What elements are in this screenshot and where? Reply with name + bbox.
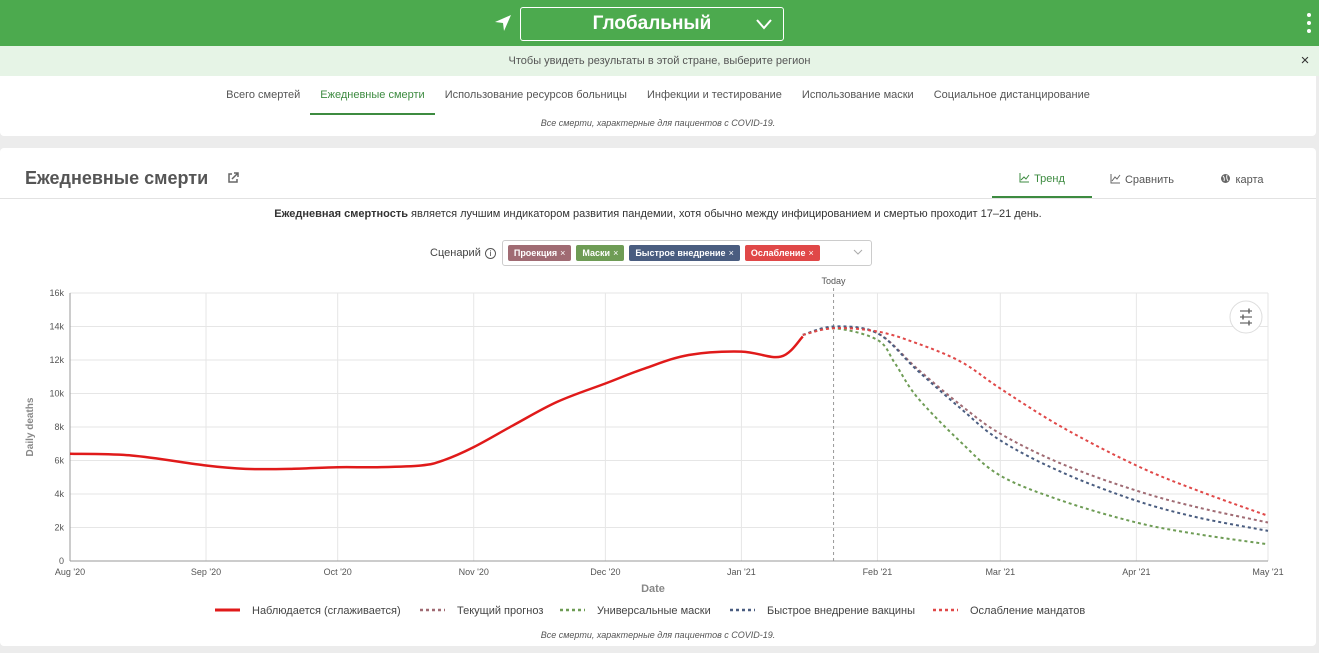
tab-1[interactable]: Ежедневные смерти xyxy=(310,76,435,115)
description-rest: является лучшим индикатором развития пан… xyxy=(407,208,1042,220)
legend-item[interactable]: Ослабление мандатов xyxy=(933,605,1085,617)
scenario-label: Сценарий xyxy=(430,247,481,259)
region-notice-text: Чтобы увидеть результаты в этой стране, … xyxy=(508,55,811,67)
region-notice: Чтобы увидеть результаты в этой стране, … xyxy=(0,46,1319,76)
y-axis-label: Daily deaths xyxy=(25,397,36,456)
scenario-chip-label: Ослабление xyxy=(750,248,806,258)
sliders-icon xyxy=(1240,308,1252,326)
tab-3[interactable]: Инфекции и тестирование xyxy=(646,89,782,101)
x-tick-label: Dec '20 xyxy=(590,567,620,577)
scenario-filter: Сценарий i Проекция × Маски × Быстрое внедре… xyxy=(430,240,872,266)
y-tick-label: 16k xyxy=(49,288,64,298)
y-tick-label: 6k xyxy=(54,456,64,466)
scenario-chip[interactable]: Маски × xyxy=(576,245,625,261)
top-bar: Глобальный xyxy=(0,0,1319,46)
x-tick-label: Apr '21 xyxy=(1122,567,1150,577)
series-line-1 xyxy=(802,326,1269,524)
x-tick-label: Oct '20 xyxy=(324,567,352,577)
legend-item[interactable]: Текущий прогноз xyxy=(420,605,543,617)
legend-label: Универсальные маски xyxy=(597,605,711,617)
chevron-down-icon xyxy=(756,19,772,30)
nav-footnote: Все смерти, характерные для пациентов с … xyxy=(540,118,776,128)
x-tick-label: Aug '20 xyxy=(55,567,85,577)
tab-2[interactable]: Использование ресурсов больницы xyxy=(444,89,627,101)
y-tick-label: 8k xyxy=(54,422,64,432)
close-notice-button[interactable]: × xyxy=(1300,52,1310,69)
divider xyxy=(0,198,1316,199)
remove-chip-icon[interactable]: × xyxy=(728,248,734,258)
y-tick-label: 14k xyxy=(49,322,64,332)
view-tab-label: Тренд xyxy=(1034,173,1065,185)
series-line-3 xyxy=(802,325,1269,532)
view-tab-label: карта xyxy=(1235,174,1264,186)
x-tick-label: Mar '21 xyxy=(985,567,1015,577)
compare-chart-icon xyxy=(1110,173,1121,187)
x-tick-label: Nov '20 xyxy=(459,567,489,577)
x-tick-label: May '21 xyxy=(1252,567,1283,577)
tab-5[interactable]: Социальное дистанцирование xyxy=(933,89,1090,101)
x-tick-label: Feb '21 xyxy=(863,567,893,577)
y-tick-label: 4k xyxy=(54,489,64,499)
scenario-chip[interactable]: Быстрое внедрение × xyxy=(629,245,740,261)
metric-nav: Всего смертей Ежедневные смерти Использова… xyxy=(0,76,1316,136)
legend-label: Наблюдается (сглаживается) xyxy=(252,605,401,617)
more-menu-icon[interactable] xyxy=(1307,13,1311,35)
chevron-down-icon[interactable] xyxy=(853,247,863,257)
metric-tabs: Всего смертей Ежедневные смерти Использова… xyxy=(0,76,1316,116)
remove-chip-icon[interactable]: × xyxy=(808,248,814,258)
description-bold: Ежедневная смертность xyxy=(274,208,408,220)
region-select[interactable]: Глобальный xyxy=(520,7,784,41)
scenario-chip[interactable]: Проекция × xyxy=(507,245,572,261)
tab-0[interactable]: Всего смертей xyxy=(226,89,301,101)
x-axis-label: Date xyxy=(641,583,665,595)
scenario-chip-label: Маски xyxy=(582,248,611,258)
legend-item[interactable]: Быстрое внедрение вакцины xyxy=(730,605,915,617)
page-title: Ежедневные смерти xyxy=(25,168,209,188)
tab-4[interactable]: Использование маски xyxy=(801,89,914,101)
view-tab-2[interactable]: карта xyxy=(1192,162,1292,198)
region-select-value: Глобальный xyxy=(592,13,712,34)
scenario-chip-label: Проекция xyxy=(513,248,558,258)
line-chart-icon xyxy=(1019,172,1030,186)
scenario-chip-label: Быстрое внедрение xyxy=(635,248,726,258)
description: Ежедневная смертность является лучшим ин… xyxy=(0,208,1316,220)
daily-deaths-card: Ежедневные смерти Тренд Сравнить карта Еже… xyxy=(0,148,1316,646)
y-tick-label: 10k xyxy=(49,389,64,399)
info-icon[interactable]: i xyxy=(484,247,496,259)
scenario-multiselect[interactable]: Проекция × Маски × Быстрое внедрение × Ослабле… xyxy=(501,240,872,266)
scenario-chip[interactable]: Ослабление × xyxy=(744,245,820,261)
chart-footnote: Все смерти, характерные для пациентов с … xyxy=(540,630,776,640)
series-line-0 xyxy=(69,335,804,471)
view-tab-0[interactable]: Тренд xyxy=(992,162,1092,198)
globe-icon xyxy=(1220,173,1231,187)
series-line-4 xyxy=(802,327,1269,517)
today-label: Today xyxy=(822,276,847,286)
x-tick-label: Sep '20 xyxy=(191,567,221,577)
y-tick-label: 12k xyxy=(49,355,64,365)
external-link-icon[interactable] xyxy=(227,172,239,184)
view-tab-label: Сравнить xyxy=(1124,174,1174,186)
y-tick-label: 0 xyxy=(59,556,64,566)
remove-chip-icon[interactable]: × xyxy=(613,248,619,258)
legend-label: Быстрое внедрение вакцины xyxy=(767,605,915,617)
remove-chip-icon[interactable]: × xyxy=(560,248,566,258)
legend-item[interactable]: Наблюдается (сглаживается) xyxy=(215,605,401,617)
location-arrow-icon[interactable] xyxy=(494,14,512,32)
legend-item[interactable]: Универсальные маски xyxy=(560,605,711,617)
chart-settings-button[interactable] xyxy=(1229,300,1263,334)
series-line-2 xyxy=(802,327,1269,546)
legend-label: Текущий прогноз xyxy=(457,605,543,617)
view-tab-1[interactable]: Сравнить xyxy=(1092,162,1192,198)
view-tabs: Тренд Сравнить карта xyxy=(992,162,1292,198)
legend-label: Ослабление мандатов xyxy=(970,605,1085,617)
y-tick-label: 2k xyxy=(54,523,64,533)
x-tick-label: Jan '21 xyxy=(727,567,756,577)
